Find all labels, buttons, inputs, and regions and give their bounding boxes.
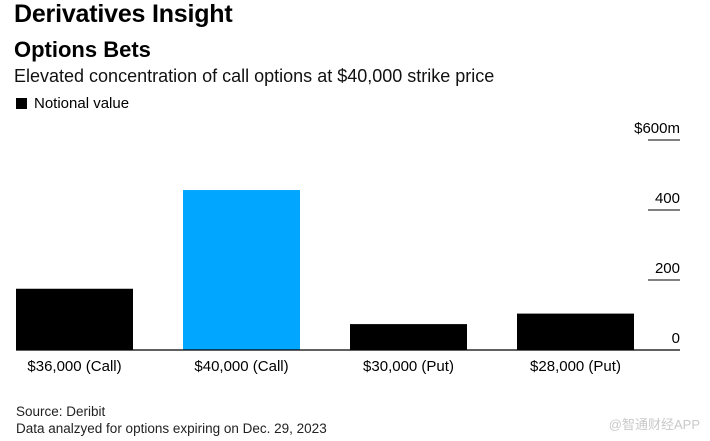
y-tick-label-0: 0	[672, 330, 680, 347]
source-note: Source: Deribit	[16, 404, 106, 419]
chart-subtitle: Elevated concentration of call options a…	[14, 66, 495, 86]
bar-0	[16, 288, 133, 350]
y-tick-label-600: $600m	[634, 120, 680, 137]
y-tick-label-400: 400	[655, 190, 680, 207]
bar-2	[350, 324, 467, 350]
x-tick-label-1: $40,000 (Call)	[194, 358, 288, 375]
x-tick-label-3: $28,000 (Put)	[530, 358, 621, 375]
data-note: Data analzyed for options expiring on De…	[16, 421, 327, 436]
kicker-title: Derivatives Insight	[14, 0, 233, 28]
legend-swatch	[16, 98, 27, 109]
bar-1	[183, 190, 300, 350]
x-tick-label-0: $36,000 (Call)	[27, 358, 121, 375]
legend-label: Notional value	[34, 95, 130, 112]
bar-3	[517, 313, 634, 350]
y-tick-label-200: 200	[655, 260, 680, 277]
chart-title: Options Bets	[14, 37, 151, 62]
x-tick-label-2: $30,000 (Put)	[363, 358, 454, 375]
legend: Notional value	[16, 95, 129, 112]
watermark: @智通财经APP	[608, 417, 700, 432]
